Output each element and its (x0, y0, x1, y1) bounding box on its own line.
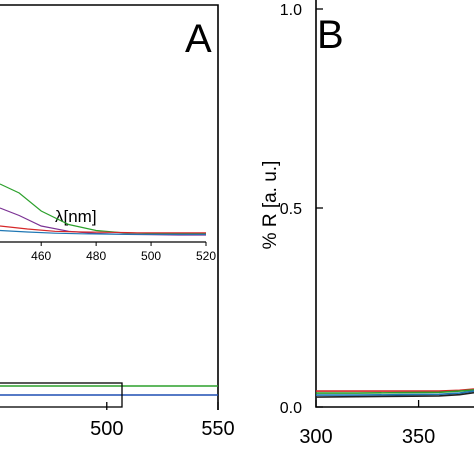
panel-b-series-line (316, 388, 474, 392)
inset-x-tick-label: 520 (196, 249, 216, 263)
panel-b-x-tick-label: 300 (299, 426, 332, 448)
inset-series-line (0, 225, 206, 234)
inset-series-layer (0, 183, 206, 236)
panel-a-frame (0, 4, 219, 410)
panel-b: B % R [a. u.] 0.0 0.5 1.0 300 350 (260, 0, 474, 448)
panel-b-label: B (317, 13, 344, 57)
panel-b-y-axis-label: % R [a. u.] (260, 161, 281, 250)
panel-b-series-line (316, 389, 474, 394)
inset-x-tick-label: 460 (31, 249, 51, 263)
inset-plot: λ[nm] 460 480 500 520 (0, 183, 216, 263)
panel-b-frame (315, 0, 474, 408)
zoom-region-box (0, 382, 123, 408)
panel-b-y-tick-label: 0.0 (280, 400, 302, 417)
panel-b-series-line (315, 391, 474, 398)
panel-b-y-ticks: 0.0 0.5 1.0 (280, 2, 323, 417)
inset-x-axis-label: λ[nm] (55, 207, 97, 226)
panel-b-y-tick-label: 1.0 (280, 2, 302, 19)
panel-a-label: A (185, 17, 212, 61)
panel-b-series-layer (315, 388, 474, 398)
panel-a-x-tick-label: 500 (90, 418, 123, 440)
panel-a-series-layer (0, 385, 218, 396)
inset-x-tick-label: 480 (86, 249, 106, 263)
panel-b-series-line (316, 390, 474, 396)
inset-x-ticks: 460 480 500 520 (31, 242, 216, 263)
panel-a-x-ticks: 500 550 (90, 402, 235, 440)
inset-series-line (0, 229, 206, 235)
panel-b-x-ticks: 300 350 (299, 400, 435, 448)
panel-b-y-tick-label: 0.5 (280, 201, 302, 218)
panel-a: A 500 550 λ[nm] 460 480 500 520 (0, 4, 235, 440)
inset-series-line (0, 183, 206, 235)
inset-x-tick-label: 500 (141, 249, 161, 263)
panel-a-x-tick-label: 550 (201, 418, 234, 440)
panel-b-x-tick-label: 350 (402, 426, 435, 448)
